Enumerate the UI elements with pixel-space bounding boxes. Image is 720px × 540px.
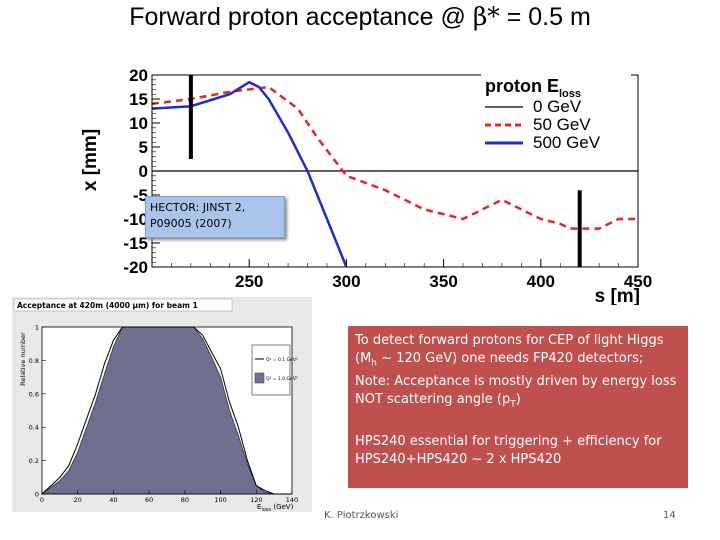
acceptance-chart: Acceptance at 420m (4000 µm) for beam 1 … — [12, 297, 312, 512]
acc-y-axis-label: Relative number — [19, 332, 27, 386]
hector-line-2: P09005 (2007) — [150, 217, 232, 230]
acc-x-tick-label: 0 — [40, 496, 44, 504]
acc-y-tick-label: 0.8 — [29, 357, 39, 365]
acc-x-tick-label: 140 — [286, 496, 298, 504]
title-beta: β* — [472, 2, 500, 31]
x-tick-label: 450 — [624, 272, 652, 291]
acceptance-frame — [41, 326, 293, 495]
legend-label-1: 50 GeV — [533, 115, 591, 134]
acc-legend-label-0: Q² = 0.1 GeV² — [266, 357, 298, 363]
series-line-2 — [152, 80, 348, 267]
y-tick-label: 5 — [139, 138, 148, 157]
x-tick-label: 300 — [332, 272, 360, 291]
acc-y-tick-label: 1 — [35, 324, 39, 332]
note-box: To detect forward protons for CEP of lig… — [348, 326, 688, 488]
acceptance-title: Acceptance at 420m (4000 µm) for beam 1 — [17, 301, 198, 310]
acc-y-tick-label: 0.4 — [29, 424, 39, 432]
legend-label-2: 500 GeV — [533, 133, 601, 152]
y-tick-label: -15 — [123, 234, 148, 253]
acc-x-tick-label: 80 — [181, 496, 189, 504]
acc-legend-bg — [251, 344, 291, 396]
note-p1-sub: h — [371, 358, 378, 369]
y-tick-label: 10 — [129, 114, 148, 133]
x-axis-label: s [m] — [595, 286, 640, 305]
acc-x-tick-label: 120 — [250, 496, 262, 504]
acc-y-tick-label: 0.2 — [29, 457, 39, 465]
note-paragraph-2: HPS240 essential for triggering + effici… — [355, 434, 662, 468]
acc-x-tick-label: 100 — [214, 496, 226, 504]
note-p1-b: ~ 120 GeV) one needs FP420 detectors; No… — [355, 351, 677, 407]
y-tick-label: -5 — [133, 186, 148, 205]
legend-title: proton Eloss — [485, 76, 581, 100]
y-axis-label: x [mm] — [80, 129, 101, 191]
y-tick-label: -20 — [123, 258, 148, 277]
acc-x-tick-label: 40 — [109, 496, 117, 504]
legend-label-0: 0 GeV — [533, 97, 582, 116]
page-number: 14 — [663, 510, 676, 521]
acc-x-tick-label: 60 — [145, 496, 153, 504]
x-tick-label: 250 — [235, 272, 263, 291]
note-p1-sub2: T — [510, 399, 516, 410]
trajectory-chart: 20 15 10 5 0 -5 -10 -15 -20 250 300 350 400 450 x [mm]… — [80, 66, 652, 305]
acc-legend-label-1: Q² = 1.0 GeV² — [266, 376, 298, 382]
acc-x-axis-label: Eloss (GeV) — [257, 503, 294, 512]
title-suffix: = 0.5 m — [499, 3, 591, 31]
y-tick-label: -10 — [123, 210, 148, 229]
slide-title: Forward proton acceptance @ β* = 0.5 m — [0, 2, 720, 32]
y-tick-label: 0 — [139, 162, 148, 181]
note-paragraph-1: To detect forward protons for CEP of lig… — [355, 332, 682, 413]
acc-y-tick-label: 0.6 — [29, 390, 39, 398]
legend-bg — [481, 72, 631, 164]
x-tick-label: 400 — [527, 272, 555, 291]
y-tick-label: 15 — [129, 90, 148, 109]
hector-line-1: HECTOR: JINST 2, — [150, 201, 246, 214]
y-tick-label: 20 — [129, 66, 148, 85]
acc-y-tick-label: 0 — [35, 491, 39, 499]
note-p1-c: ) — [515, 391, 521, 407]
acc-legend-swatch-1 — [254, 372, 265, 384]
title-prefix: Forward proton acceptance @ — [129, 3, 473, 31]
acceptance-title-bg — [13, 298, 233, 312]
series-line-1 — [152, 85, 638, 230]
footer-author: K. Piotrzkowski — [324, 510, 399, 521]
note-p1-a: To detect forward protons for CEP of lig… — [355, 333, 664, 366]
x-tick-label: 350 — [429, 272, 457, 291]
acc-x-tick-label: 20 — [74, 496, 82, 504]
hector-reference-box: HECTOR: JINST 2, P09005 (2007) — [145, 196, 285, 238]
